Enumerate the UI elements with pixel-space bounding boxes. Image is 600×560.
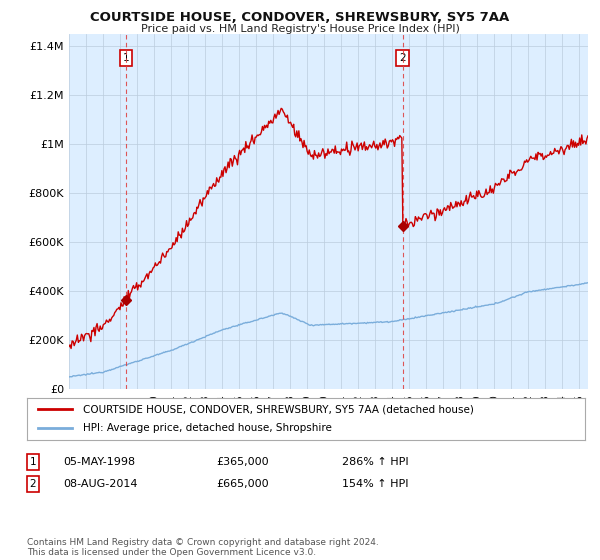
Text: 2: 2 — [29, 479, 37, 489]
Text: Price paid vs. HM Land Registry's House Price Index (HPI): Price paid vs. HM Land Registry's House … — [140, 24, 460, 34]
Text: 2: 2 — [399, 53, 406, 63]
Text: 08-AUG-2014: 08-AUG-2014 — [63, 479, 137, 489]
Text: 1: 1 — [29, 457, 37, 467]
Text: £365,000: £365,000 — [216, 457, 269, 467]
Text: COURTSIDE HOUSE, CONDOVER, SHREWSBURY, SY5 7AA (detached house): COURTSIDE HOUSE, CONDOVER, SHREWSBURY, S… — [83, 404, 473, 414]
Text: 1: 1 — [122, 53, 130, 63]
Text: £665,000: £665,000 — [216, 479, 269, 489]
Text: Contains HM Land Registry data © Crown copyright and database right 2024.
This d: Contains HM Land Registry data © Crown c… — [27, 538, 379, 557]
Text: HPI: Average price, detached house, Shropshire: HPI: Average price, detached house, Shro… — [83, 423, 332, 433]
Text: COURTSIDE HOUSE, CONDOVER, SHREWSBURY, SY5 7AA: COURTSIDE HOUSE, CONDOVER, SHREWSBURY, S… — [91, 11, 509, 24]
Text: 154% ↑ HPI: 154% ↑ HPI — [342, 479, 409, 489]
Text: 286% ↑ HPI: 286% ↑ HPI — [342, 457, 409, 467]
Text: 05-MAY-1998: 05-MAY-1998 — [63, 457, 135, 467]
